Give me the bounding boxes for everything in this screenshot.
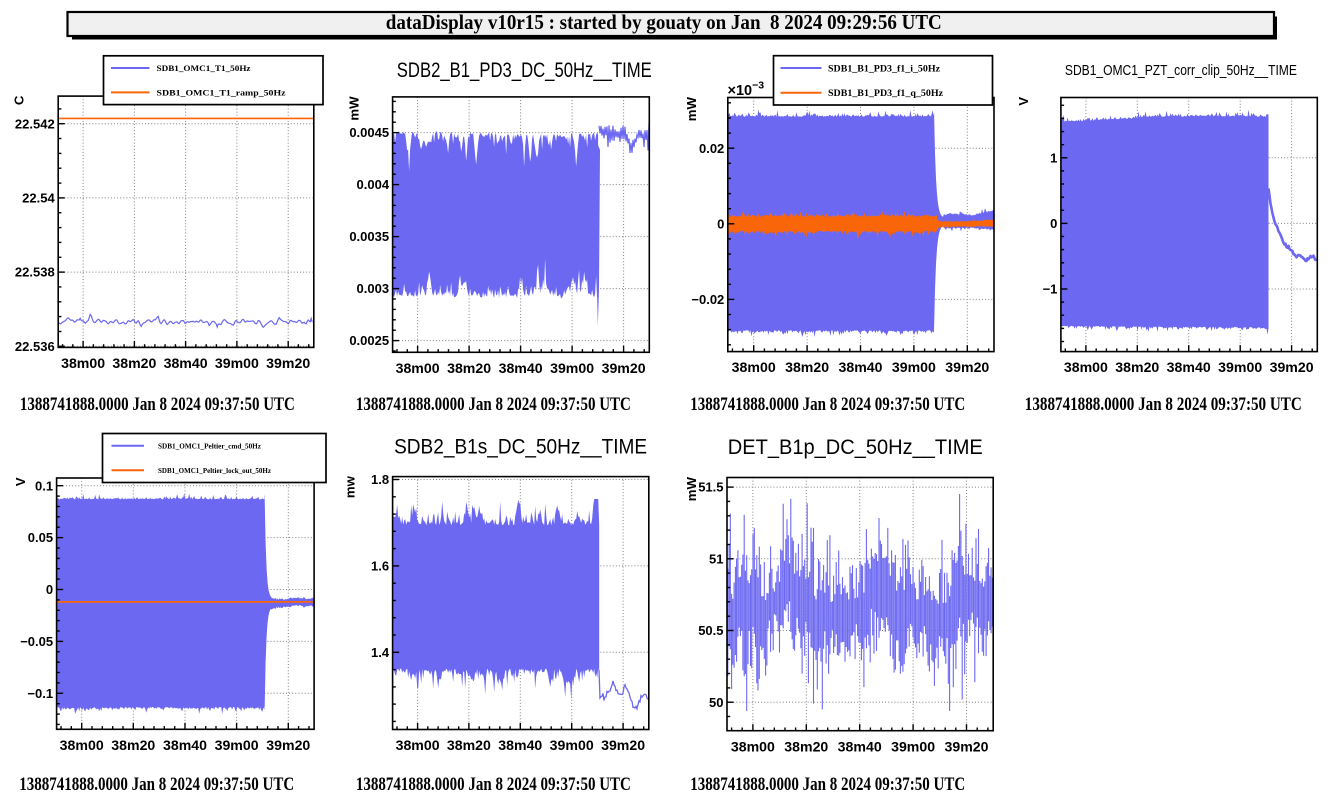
svg-text:mW: mW [684, 476, 699, 501]
svg-text:0.004: 0.004 [357, 177, 390, 192]
svg-text:0.0025: 0.0025 [349, 333, 389, 348]
svg-text:38m20: 38m20 [112, 356, 156, 371]
svg-text:SDB1_OMC1_Peltier_cmd_50Hz: SDB1_OMC1_Peltier_cmd_50Hz [158, 442, 261, 450]
svg-text:39m20: 39m20 [945, 739, 989, 754]
svg-text:SDB1_B1_PD3_f1_i_50Hz: SDB1_B1_PD3_f1_i_50Hz [828, 63, 940, 73]
svg-text:0.02: 0.02 [699, 141, 724, 156]
svg-text:39m00: 39m00 [550, 361, 594, 376]
svg-text:39m00: 39m00 [891, 739, 935, 754]
svg-text:SDB1_B1_PD3_f1_q_50Hz: SDB1_B1_PD3_f1_q_50Hz [828, 88, 943, 98]
svg-text:mW: mW [684, 96, 699, 121]
svg-text:50.5: 50.5 [698, 623, 723, 638]
svg-text:38m40: 38m40 [499, 361, 543, 376]
svg-text:38m20: 38m20 [785, 360, 829, 375]
svg-text:0.003: 0.003 [357, 281, 390, 296]
svg-text:0.1: 0.1 [35, 478, 53, 493]
svg-text:SDB1_OMC1_T1_50Hz: SDB1_OMC1_T1_50Hz [157, 63, 251, 73]
svg-text:50: 50 [709, 695, 723, 710]
svg-text:0.0045: 0.0045 [349, 125, 389, 140]
svg-text:SDB1_OMC1_Peltier_lock_out_50H: SDB1_OMC1_Peltier_lock_out_50Hz [158, 467, 271, 475]
svg-text:mW: mW [347, 96, 362, 121]
svg-text:mw: mw [343, 475, 358, 498]
svg-text:SDB2_B1_PD3_DC_50Hz__TIME: SDB2_B1_PD3_DC_50Hz__TIME [397, 59, 652, 82]
svg-text:39m00: 39m00 [550, 738, 594, 753]
svg-text:38m20: 38m20 [447, 738, 491, 753]
svg-text:V: V [13, 477, 28, 486]
svg-text:1388741888.0000 Jan 8 2024 09:: 1388741888.0000 Jan 8 2024 09:37:50 UTC [356, 774, 631, 795]
svg-text:1.6: 1.6 [371, 559, 389, 574]
svg-text:38m00: 38m00 [732, 360, 776, 375]
svg-text:39m20: 39m20 [601, 738, 645, 753]
svg-text:38m40: 38m40 [164, 356, 208, 371]
svg-text:39m00: 39m00 [215, 738, 259, 753]
svg-text:22.542: 22.542 [15, 116, 55, 131]
svg-text:38m00: 38m00 [1064, 360, 1108, 375]
svg-text:SDB1_OMC1_PZT_corr_clip_50Hz__: SDB1_OMC1_PZT_corr_clip_50Hz__TIME [1065, 62, 1297, 79]
svg-text:1388741888.0000 Jan 8 2024 09:: 1388741888.0000 Jan 8 2024 09:37:50 UTC [690, 774, 965, 795]
svg-text:38m20: 38m20 [1115, 360, 1159, 375]
svg-text:38m20: 38m20 [784, 739, 828, 754]
svg-text:38m40: 38m40 [838, 739, 882, 754]
svg-text:dataDisplay v10r15 : started b: dataDisplay v10r15 : started by gouaty o… [386, 10, 942, 34]
svg-text:22.536: 22.536 [15, 339, 55, 354]
svg-text:38m40: 38m40 [163, 738, 207, 753]
svg-text:39m00: 39m00 [215, 356, 259, 371]
svg-text:22.54: 22.54 [22, 191, 55, 206]
svg-text:1.4: 1.4 [371, 645, 390, 660]
svg-text:38m40: 38m40 [839, 360, 883, 375]
svg-text:1388741888.0000 Jan 8 2024 09:: 1388741888.0000 Jan 8 2024 09:37:50 UTC [690, 394, 965, 415]
svg-text:39m00: 39m00 [892, 360, 936, 375]
svg-text:SDB1_OMC1_T1_ramp_50Hz: SDB1_OMC1_T1_ramp_50Hz [157, 88, 286, 98]
svg-text:22.538: 22.538 [15, 265, 55, 280]
svg-text:38m40: 38m40 [1167, 360, 1211, 375]
svg-text:38m00: 38m00 [396, 361, 440, 376]
svg-text:39m20: 39m20 [602, 361, 646, 376]
svg-text:39m20: 39m20 [945, 360, 989, 375]
svg-text:1388741888.0000 Jan 8 2024 09:: 1388741888.0000 Jan 8 2024 09:37:50 UTC [20, 394, 295, 415]
svg-text:0.05: 0.05 [28, 530, 53, 545]
svg-text:39m20: 39m20 [266, 738, 310, 753]
svg-text:C: C [11, 95, 26, 105]
svg-text:39m00: 39m00 [1218, 360, 1262, 375]
svg-text:1.8: 1.8 [371, 472, 389, 487]
svg-text:1: 1 [1050, 150, 1057, 165]
svg-text:38m00: 38m00 [61, 356, 105, 371]
svg-text:−1: −1 [1043, 282, 1058, 297]
svg-text:51.5: 51.5 [698, 480, 723, 495]
svg-text:0: 0 [717, 216, 724, 231]
svg-text:1388741888.0000 Jan 8 2024 09:: 1388741888.0000 Jan 8 2024 09:37:50 UTC [1025, 394, 1302, 415]
svg-text:39m20: 39m20 [266, 356, 310, 371]
svg-text:38m00: 38m00 [396, 738, 440, 753]
svg-text:0: 0 [46, 582, 53, 597]
svg-text:38m20: 38m20 [111, 738, 155, 753]
svg-text:39m20: 39m20 [1270, 360, 1314, 375]
svg-text:1388741888.0000 Jan 8 2024 09:: 1388741888.0000 Jan 8 2024 09:37:50 UTC [19, 774, 294, 795]
svg-text:SDB2_B1s_DC_50Hz__TIME: SDB2_B1s_DC_50Hz__TIME [394, 436, 647, 459]
svg-text:DET_B1p_DC_50Hz__TIME: DET_B1p_DC_50Hz__TIME [728, 436, 983, 459]
svg-text:38m20: 38m20 [447, 361, 491, 376]
svg-text:−0.02: −0.02 [691, 292, 724, 307]
svg-text:−0.05: −0.05 [20, 634, 53, 649]
svg-text:1388741888.0000 Jan 8 2024 09:: 1388741888.0000 Jan 8 2024 09:37:50 UTC [356, 394, 631, 415]
svg-text:V: V [1016, 97, 1031, 106]
svg-text:38m40: 38m40 [498, 738, 542, 753]
svg-text:−0.1: −0.1 [27, 686, 53, 701]
svg-text:51: 51 [709, 551, 723, 566]
svg-text:0.0035: 0.0035 [349, 229, 389, 244]
svg-text:38m00: 38m00 [731, 739, 775, 754]
svg-text:38m00: 38m00 [60, 738, 104, 753]
svg-text:0: 0 [1050, 216, 1057, 231]
